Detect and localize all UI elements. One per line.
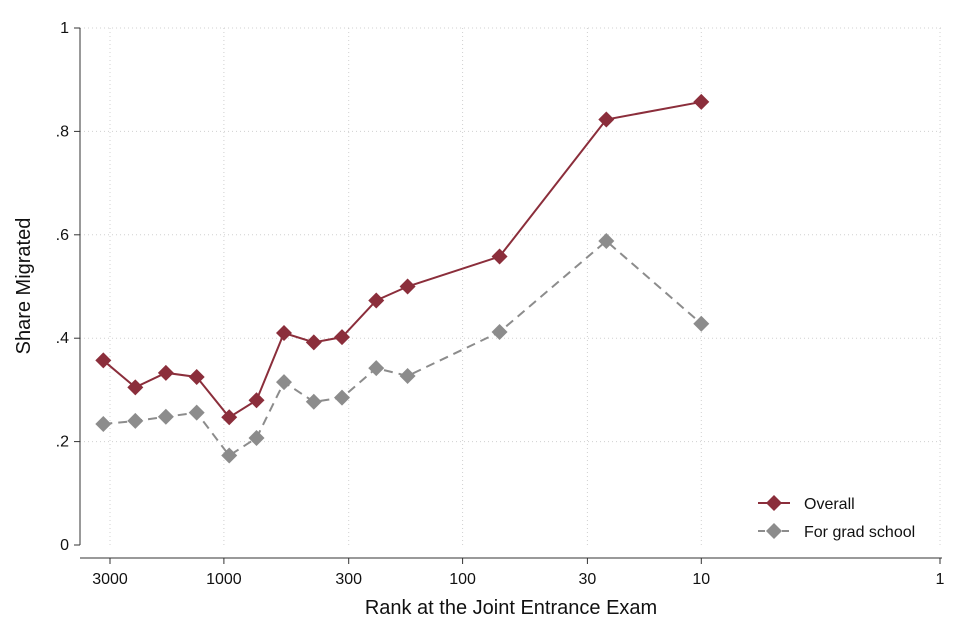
data-point (305, 334, 322, 351)
x-tick-label: 3000 (92, 571, 128, 588)
series-line (103, 239, 702, 457)
data-point (399, 278, 416, 295)
data-point (127, 379, 144, 396)
data-point (305, 393, 322, 410)
series-overall (95, 93, 710, 426)
data-point (275, 325, 292, 342)
series-line (102, 100, 702, 419)
data-point (491, 323, 508, 340)
data-point (693, 93, 710, 110)
legend: Overall For grad school (758, 495, 915, 541)
data-point (334, 329, 351, 346)
y-tick-label: 0 (60, 537, 69, 554)
y-tick-label: .8 (56, 123, 69, 140)
legend-marker (766, 495, 782, 511)
series (95, 93, 710, 464)
x-tick-label: 1 (936, 571, 945, 588)
x-tick-label: 30 (579, 571, 597, 588)
legend-label: Overall (804, 496, 855, 513)
data-point (248, 429, 265, 446)
data-point (368, 292, 385, 309)
data-point (399, 367, 416, 384)
legend-marker (766, 523, 782, 539)
data-point (598, 111, 615, 128)
x-tick-label: 300 (335, 571, 362, 588)
y-axis-title: Share Migrated (13, 218, 35, 355)
grid (80, 27, 942, 545)
data-point (188, 404, 205, 421)
data-point (157, 408, 174, 425)
data-point (275, 374, 292, 391)
y-tick-label: .2 (56, 434, 69, 451)
x-tick-label: 100 (449, 571, 476, 588)
y-tick-label: .6 (56, 227, 69, 244)
data-point (221, 409, 238, 426)
data-point (127, 412, 144, 429)
data-point (334, 389, 351, 406)
data-point (491, 248, 508, 265)
x-axis-title: Rank at the Joint Entrance Exam (365, 597, 657, 619)
y-ticks: 0 .2 .4 .6 .8 1 (56, 20, 80, 554)
data-point (188, 368, 205, 385)
data-point (693, 315, 710, 332)
data-point (598, 233, 615, 250)
legend-label: For grad school (804, 524, 915, 541)
x-ticks: 3000 1000 300 100 30 10 1 (92, 558, 945, 588)
data-point (368, 360, 385, 377)
x-tick-label: 1000 (206, 571, 242, 588)
y-tick-label: 1 (60, 20, 69, 37)
axes: 0 .2 .4 .6 .8 1 3000 1000 300 100 30 10 1 (56, 20, 945, 588)
data-point (95, 352, 112, 369)
x-tick-label: 10 (692, 571, 710, 588)
y-tick-label: .4 (56, 330, 69, 347)
series-grad-school (95, 233, 710, 464)
data-point (95, 416, 112, 433)
data-point (221, 447, 238, 464)
data-point (157, 364, 174, 381)
data-point (248, 392, 265, 409)
